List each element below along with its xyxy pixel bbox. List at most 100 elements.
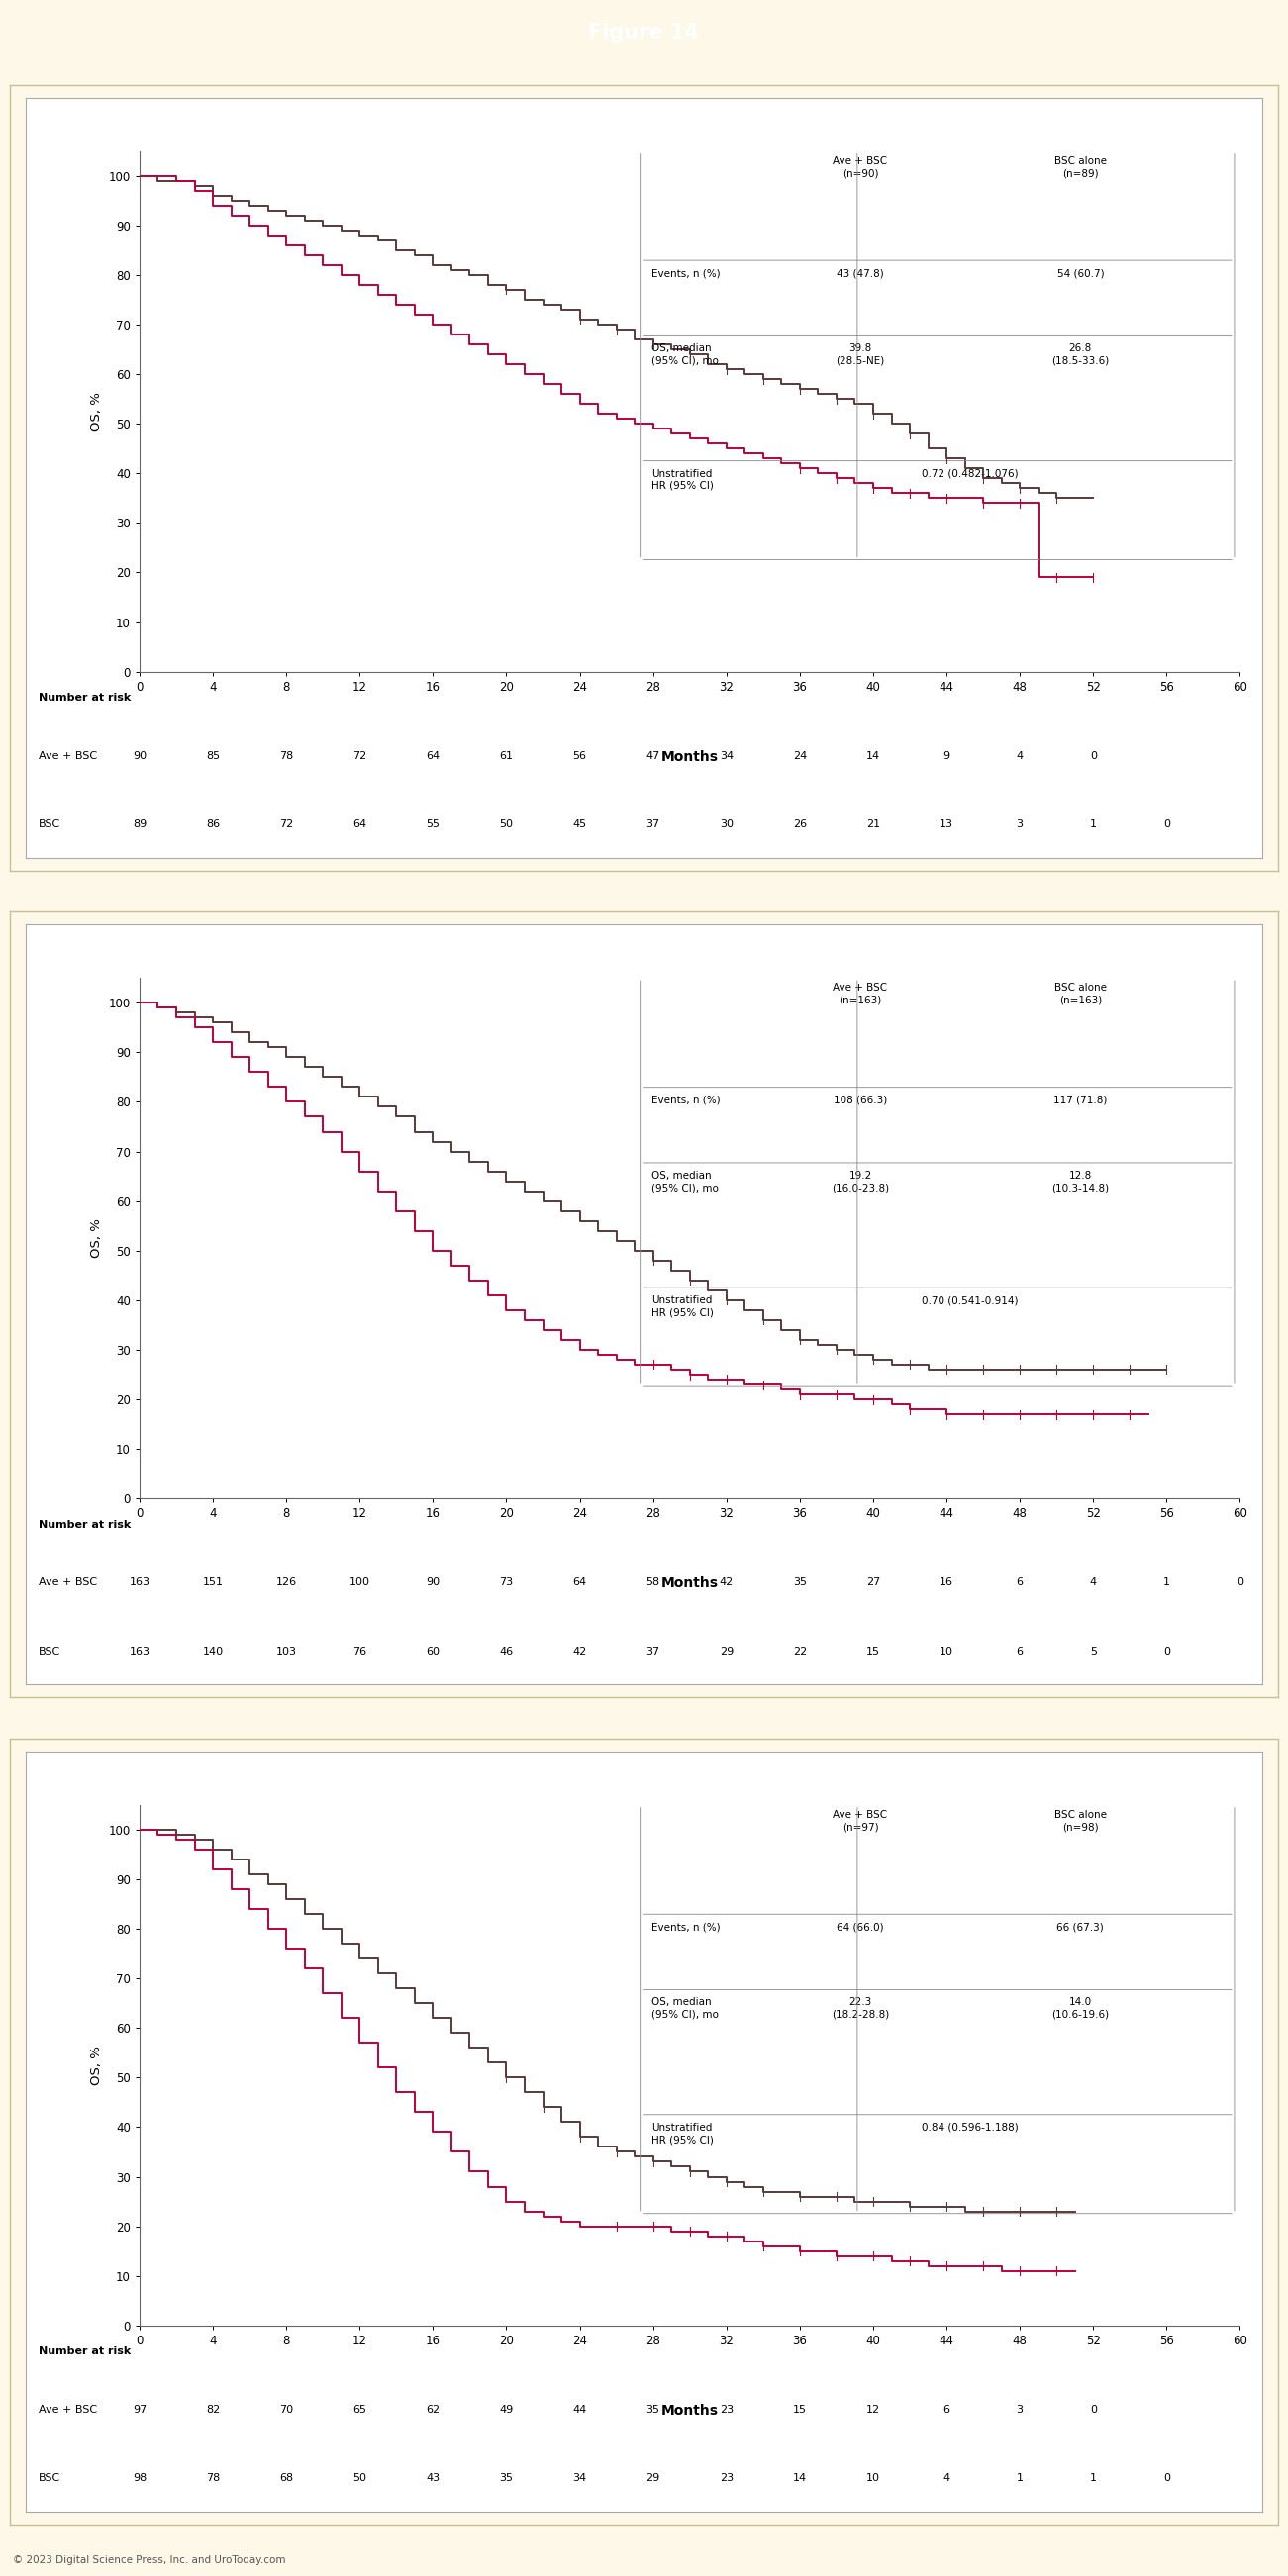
Text: 50: 50 bbox=[353, 2473, 367, 2483]
Bar bbox=[460, 116, 835, 183]
Text: 72: 72 bbox=[279, 819, 294, 829]
Text: 0: 0 bbox=[1163, 2473, 1170, 2483]
Text: 103: 103 bbox=[276, 1646, 296, 1656]
Text: BSC: BSC bbox=[759, 971, 781, 981]
Text: 64: 64 bbox=[573, 1579, 587, 1587]
Text: 14.0
(10.6-19.6): 14.0 (10.6-19.6) bbox=[1051, 1996, 1109, 2020]
Text: 97: 97 bbox=[133, 2406, 147, 2414]
Text: 50: 50 bbox=[500, 819, 514, 829]
Text: 45: 45 bbox=[573, 819, 587, 829]
Text: 76: 76 bbox=[353, 1646, 367, 1656]
Text: Number at risk: Number at risk bbox=[39, 1520, 131, 1530]
Text: 37: 37 bbox=[647, 819, 659, 829]
Text: Unstratified
HR (95% CI): Unstratified HR (95% CI) bbox=[652, 2123, 714, 2146]
Text: Months: Months bbox=[661, 2403, 719, 2416]
Text: 0.84 (0.596-1.188): 0.84 (0.596-1.188) bbox=[922, 2123, 1019, 2133]
Text: 35: 35 bbox=[647, 2406, 659, 2414]
Text: 1: 1 bbox=[1090, 2473, 1096, 2483]
Text: Ave + BSC: Ave + BSC bbox=[559, 144, 618, 155]
Text: 117 (71.8): 117 (71.8) bbox=[1054, 1095, 1108, 1105]
Text: 37: 37 bbox=[647, 1646, 659, 1656]
Text: 151: 151 bbox=[202, 1579, 223, 1587]
Text: Ave + BSC
(n=90): Ave + BSC (n=90) bbox=[833, 157, 887, 178]
Text: 85: 85 bbox=[206, 752, 220, 760]
Text: 35: 35 bbox=[500, 2473, 514, 2483]
Text: 1: 1 bbox=[1016, 2473, 1024, 2483]
Text: 90: 90 bbox=[133, 752, 147, 760]
Text: 14: 14 bbox=[793, 2473, 806, 2483]
Text: 43: 43 bbox=[426, 2473, 440, 2483]
Text: 10: 10 bbox=[939, 1646, 953, 1656]
Text: Months: Months bbox=[661, 750, 719, 762]
Text: 0: 0 bbox=[1090, 2406, 1096, 2414]
Text: 56: 56 bbox=[573, 752, 586, 760]
Text: 27: 27 bbox=[866, 1579, 880, 1587]
Text: 39.8
(28.5-NE): 39.8 (28.5-NE) bbox=[836, 343, 885, 366]
Text: 72: 72 bbox=[353, 752, 367, 760]
Text: Ave + BSC: Ave + BSC bbox=[559, 971, 618, 981]
Text: BSC alone
(n=98): BSC alone (n=98) bbox=[1054, 1811, 1106, 1832]
Text: 26: 26 bbox=[793, 819, 806, 829]
Text: OS, median
(95% CI), mo: OS, median (95% CI), mo bbox=[652, 1996, 719, 2020]
Text: Events, n (%): Events, n (%) bbox=[652, 1922, 720, 1932]
Text: 10: 10 bbox=[867, 2473, 880, 2483]
Text: 43 (47.8): 43 (47.8) bbox=[837, 268, 884, 278]
Text: 64: 64 bbox=[353, 819, 367, 829]
Text: 0: 0 bbox=[1236, 1579, 1243, 1587]
Text: BSC: BSC bbox=[39, 819, 61, 829]
Text: Months: Months bbox=[661, 1577, 719, 1589]
Text: 1: 1 bbox=[1163, 1579, 1170, 1587]
Text: 0: 0 bbox=[1090, 752, 1096, 760]
Text: 30: 30 bbox=[720, 819, 733, 829]
Text: 26.8
(18.5-33.6): 26.8 (18.5-33.6) bbox=[1051, 343, 1109, 366]
Text: 6: 6 bbox=[1016, 1579, 1024, 1587]
Text: 12.8
(10.3-14.8): 12.8 (10.3-14.8) bbox=[1051, 1170, 1109, 1193]
Text: OS, median
(95% CI), mo: OS, median (95% CI), mo bbox=[652, 343, 719, 366]
Text: Ave + BSC: Ave + BSC bbox=[39, 2406, 97, 2414]
Text: 3: 3 bbox=[1016, 2406, 1024, 2414]
Text: BSC: BSC bbox=[759, 1798, 781, 1808]
Text: 0.72 (0.482-1.076): 0.72 (0.482-1.076) bbox=[922, 469, 1019, 479]
Text: 54 (60.7): 54 (60.7) bbox=[1057, 268, 1104, 278]
Text: 13: 13 bbox=[939, 819, 953, 829]
Text: 163: 163 bbox=[129, 1579, 149, 1587]
Text: 58: 58 bbox=[647, 1579, 659, 1587]
Text: 89: 89 bbox=[133, 819, 147, 829]
Text: 140: 140 bbox=[202, 1646, 223, 1656]
Text: Ave + BSC
(n=97): Ave + BSC (n=97) bbox=[833, 1811, 887, 1832]
Text: Unstratified
HR (95% CI): Unstratified HR (95% CI) bbox=[652, 469, 714, 492]
Text: 1: 1 bbox=[1090, 819, 1096, 829]
Text: STABLE DISEASE: STABLE DISEASE bbox=[43, 1775, 183, 1788]
Text: 4: 4 bbox=[1090, 1579, 1097, 1587]
Text: BSC: BSC bbox=[39, 1646, 61, 1656]
Text: 23: 23 bbox=[720, 2406, 733, 2414]
Text: 49: 49 bbox=[500, 2406, 514, 2414]
Text: 68: 68 bbox=[279, 2473, 294, 2483]
Text: 82: 82 bbox=[206, 2406, 220, 2414]
Text: 23: 23 bbox=[720, 2473, 733, 2483]
Text: Ave + BSC: Ave + BSC bbox=[39, 1579, 97, 1587]
Text: 65: 65 bbox=[353, 2406, 367, 2414]
Text: Events, n (%): Events, n (%) bbox=[652, 268, 720, 278]
Text: 64: 64 bbox=[426, 752, 440, 760]
Text: 0: 0 bbox=[1163, 1646, 1170, 1656]
Text: 60: 60 bbox=[426, 1646, 440, 1656]
Text: 46: 46 bbox=[500, 1646, 514, 1656]
Text: 29: 29 bbox=[647, 2473, 661, 2483]
Text: 35: 35 bbox=[793, 1579, 806, 1587]
Text: 73: 73 bbox=[500, 1579, 514, 1587]
Text: 47: 47 bbox=[647, 752, 661, 760]
Text: 4: 4 bbox=[1016, 752, 1024, 760]
Text: 66 (67.3): 66 (67.3) bbox=[1056, 1922, 1104, 1932]
Y-axis label: OS, %: OS, % bbox=[90, 1218, 103, 1257]
Text: 6: 6 bbox=[1016, 1646, 1024, 1656]
Text: 15: 15 bbox=[867, 1646, 880, 1656]
Text: 126: 126 bbox=[276, 1579, 296, 1587]
Text: Unstratified
HR (95% CI): Unstratified HR (95% CI) bbox=[652, 1296, 714, 1319]
Text: 70: 70 bbox=[279, 2406, 294, 2414]
Text: © 2023 Digital Science Press, Inc. and UroToday.com: © 2023 Digital Science Press, Inc. and U… bbox=[13, 2555, 286, 2566]
Text: 0: 0 bbox=[1163, 819, 1170, 829]
Text: 6: 6 bbox=[943, 2406, 951, 2414]
Text: Ave + BSC: Ave + BSC bbox=[559, 1798, 618, 1808]
Text: 108 (66.3): 108 (66.3) bbox=[833, 1095, 887, 1105]
